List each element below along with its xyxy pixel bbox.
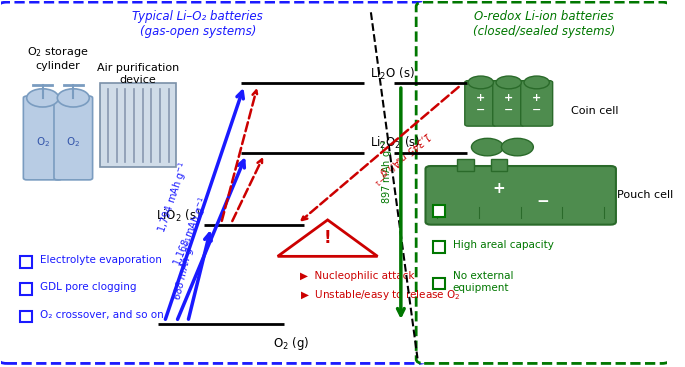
Bar — [433, 278, 445, 290]
Bar — [433, 241, 445, 253]
Text: ▶  Unstable/easy to release O$_2$: ▶ Unstable/easy to release O$_2$ — [299, 288, 460, 302]
Text: Li$_2$O$_2$ (s): Li$_2$O$_2$ (s) — [370, 135, 420, 152]
Text: 1,168 mAh g$^{-1}$: 1,168 mAh g$^{-1}$ — [169, 194, 212, 269]
Text: O$_2$ (g): O$_2$ (g) — [273, 335, 309, 352]
Text: Typical Li–O₂ batteries
(gas-open systems): Typical Li–O₂ batteries (gas-open system… — [132, 11, 263, 39]
Circle shape — [501, 138, 534, 156]
Text: Air purification
device: Air purification device — [97, 63, 179, 85]
Text: +: + — [504, 93, 513, 103]
Bar — [490, 159, 508, 171]
FancyBboxPatch shape — [0, 2, 426, 363]
Bar — [20, 283, 32, 295]
Text: Li$_2$O (s): Li$_2$O (s) — [370, 66, 414, 82]
Text: Sealed cell system: Sealed cell system — [453, 204, 551, 214]
FancyBboxPatch shape — [416, 2, 670, 363]
Bar — [20, 256, 32, 268]
Text: LiO$_2$ (s): LiO$_2$ (s) — [156, 208, 201, 224]
Text: −: − — [476, 105, 486, 115]
Text: +: + — [493, 182, 506, 196]
Circle shape — [471, 138, 503, 156]
Text: +: + — [532, 93, 541, 103]
Text: O-redox Li-ion batteries
(closed/sealed systems): O-redox Li-ion batteries (closed/sealed … — [473, 11, 615, 39]
Ellipse shape — [58, 89, 89, 107]
Text: O$_2$ storage
cylinder: O$_2$ storage cylinder — [27, 45, 88, 71]
Text: O$_2$: O$_2$ — [66, 135, 80, 149]
Text: O$_2$: O$_2$ — [36, 135, 50, 149]
FancyBboxPatch shape — [100, 83, 177, 167]
Ellipse shape — [524, 76, 549, 89]
Text: Electrolyte evaporation: Electrolyte evaporation — [40, 255, 162, 265]
Text: −: − — [532, 105, 541, 115]
Text: No external
equipment: No external equipment — [453, 271, 513, 292]
Text: Pouch cell: Pouch cell — [617, 190, 673, 200]
Text: +: + — [476, 93, 486, 103]
Text: O₂ crossover, and so on: O₂ crossover, and so on — [40, 310, 164, 320]
FancyBboxPatch shape — [493, 81, 525, 126]
Text: 688 mAh g$^{-1}$: 688 mAh g$^{-1}$ — [170, 236, 201, 302]
Bar — [433, 205, 445, 217]
FancyBboxPatch shape — [23, 96, 62, 180]
Ellipse shape — [496, 76, 521, 89]
Text: High areal capacity: High areal capacity — [453, 240, 553, 250]
Bar — [20, 310, 32, 322]
Bar — [458, 159, 474, 171]
FancyBboxPatch shape — [425, 166, 616, 225]
Text: −: − — [536, 194, 549, 209]
Text: GDL pore clogging: GDL pore clogging — [40, 282, 136, 292]
Ellipse shape — [468, 76, 493, 89]
FancyBboxPatch shape — [54, 96, 92, 180]
Text: 1,794 mAh g$^{-1}$: 1,794 mAh g$^{-1}$ — [154, 160, 193, 235]
Text: −: − — [504, 105, 513, 115]
Text: Coin cell: Coin cell — [571, 106, 618, 116]
Text: !: ! — [324, 229, 332, 247]
FancyBboxPatch shape — [521, 81, 553, 126]
Polygon shape — [277, 220, 377, 256]
FancyBboxPatch shape — [465, 81, 497, 126]
Text: 1,345 mAh g$^{-1}$: 1,345 mAh g$^{-1}$ — [368, 127, 434, 187]
Ellipse shape — [27, 89, 59, 107]
Text: ▶  Nucleophilic attack: ▶ Nucleophilic attack — [299, 271, 414, 281]
Text: 897 mAh g$^{-1}$: 897 mAh g$^{-1}$ — [379, 139, 395, 204]
